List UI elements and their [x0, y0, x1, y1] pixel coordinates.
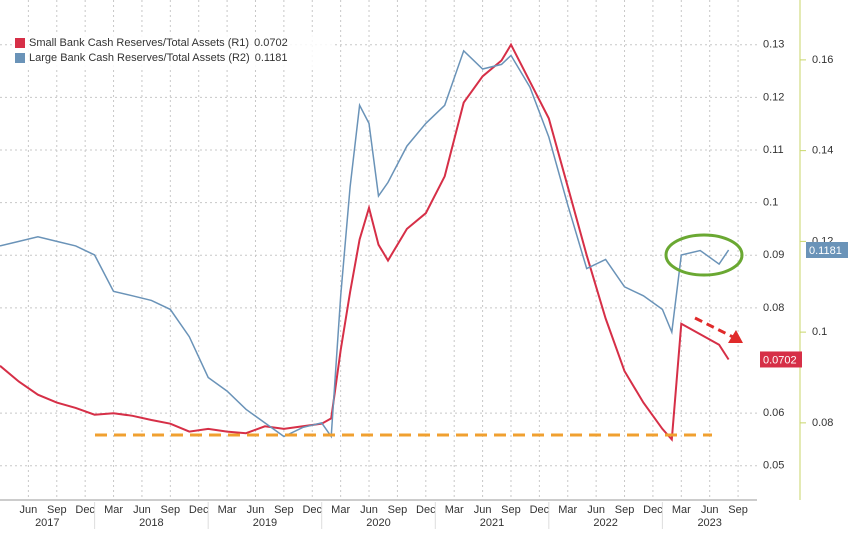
x-tick-label: Jun	[133, 504, 151, 516]
highlight-ellipse	[664, 233, 744, 277]
x-year-label: 2023	[697, 517, 721, 529]
y-tick-label: 0.12	[763, 91, 784, 103]
x-tick-label: Sep	[274, 504, 294, 516]
trend-arrow	[694, 316, 736, 340]
x-tick-label: Sep	[728, 504, 748, 516]
y-tick-label: 0.11	[763, 144, 784, 156]
x-tick-label: Mar	[104, 504, 123, 516]
x-tick-label: Sep	[47, 504, 67, 516]
x-tick-label: Dec	[530, 504, 550, 516]
legend-value: 0.1181	[255, 52, 288, 64]
x-tick-label: Mar	[331, 504, 350, 516]
y-tick-label: 0.13	[763, 39, 784, 51]
y-tick-label: 0.09	[763, 249, 784, 261]
legend-swatch	[15, 53, 25, 63]
series-line	[0, 49, 730, 439]
y2-tick-label: 0.16	[812, 54, 833, 66]
x-tick-label: Jun	[20, 504, 38, 516]
x-year-label: 2019	[253, 517, 277, 529]
x-tick-label: Sep	[501, 504, 521, 516]
x-year-label: 2018	[139, 517, 163, 529]
legend-value: 0.0702	[254, 37, 288, 49]
lines	[0, 42, 730, 442]
x-tick-label: Mar	[218, 504, 237, 516]
x-tick-label: Sep	[388, 504, 408, 516]
legend-label: Large Bank Cash Reserves/Total Assets (R…	[29, 52, 250, 64]
y2-tick-label: 0.14	[812, 145, 833, 157]
y2-tick-label: 0.08	[812, 417, 833, 429]
grid	[0, 0, 757, 500]
y-tick-label: 0.08	[763, 302, 784, 314]
x-tick-label: Jun	[701, 504, 719, 516]
y2-tick-label: 0.1	[812, 326, 827, 338]
x-tick-label: Dec	[416, 504, 436, 516]
x-tick-label: Jun	[360, 504, 378, 516]
last-value-label: 0.0702	[763, 354, 797, 366]
x-tick-label: Sep	[161, 504, 181, 516]
x-tick-label: Dec	[75, 504, 95, 516]
y-tick-label: 0.1	[763, 197, 778, 209]
legend-box	[12, 34, 332, 68]
x-tick-label: Jun	[474, 504, 492, 516]
legend: Small Bank Cash Reserves/Total Assets (R…	[12, 34, 332, 68]
series-line	[0, 42, 730, 442]
x-year-label: 2021	[480, 517, 504, 529]
y-tick-label: 0.06	[763, 407, 784, 419]
legend-label: Small Bank Cash Reserves/Total Assets (R…	[29, 37, 249, 49]
x-year-label: 2020	[366, 517, 390, 529]
legend-swatch	[15, 38, 25, 48]
last-value-tag	[806, 242, 848, 258]
x-tick-label: Mar	[445, 504, 464, 516]
x-tick-label: Dec	[189, 504, 209, 516]
x-tick-label: Dec	[302, 504, 322, 516]
last-value-label: 0.1181	[809, 245, 842, 257]
x-tick-label: Jun	[247, 504, 265, 516]
x-tick-label: Mar	[558, 504, 577, 516]
arrow-head	[728, 330, 743, 343]
x-tick-label: Jun	[587, 504, 605, 516]
x-tick-label: Sep	[615, 504, 635, 516]
x-year-label: 2022	[593, 517, 617, 529]
last-value-tag	[760, 351, 802, 368]
y-tick-label: 0.05	[763, 460, 784, 472]
x-tick-label: Dec	[643, 504, 663, 516]
x-tick-label: Mar	[672, 504, 691, 516]
x-year-label: 2017	[35, 517, 59, 529]
